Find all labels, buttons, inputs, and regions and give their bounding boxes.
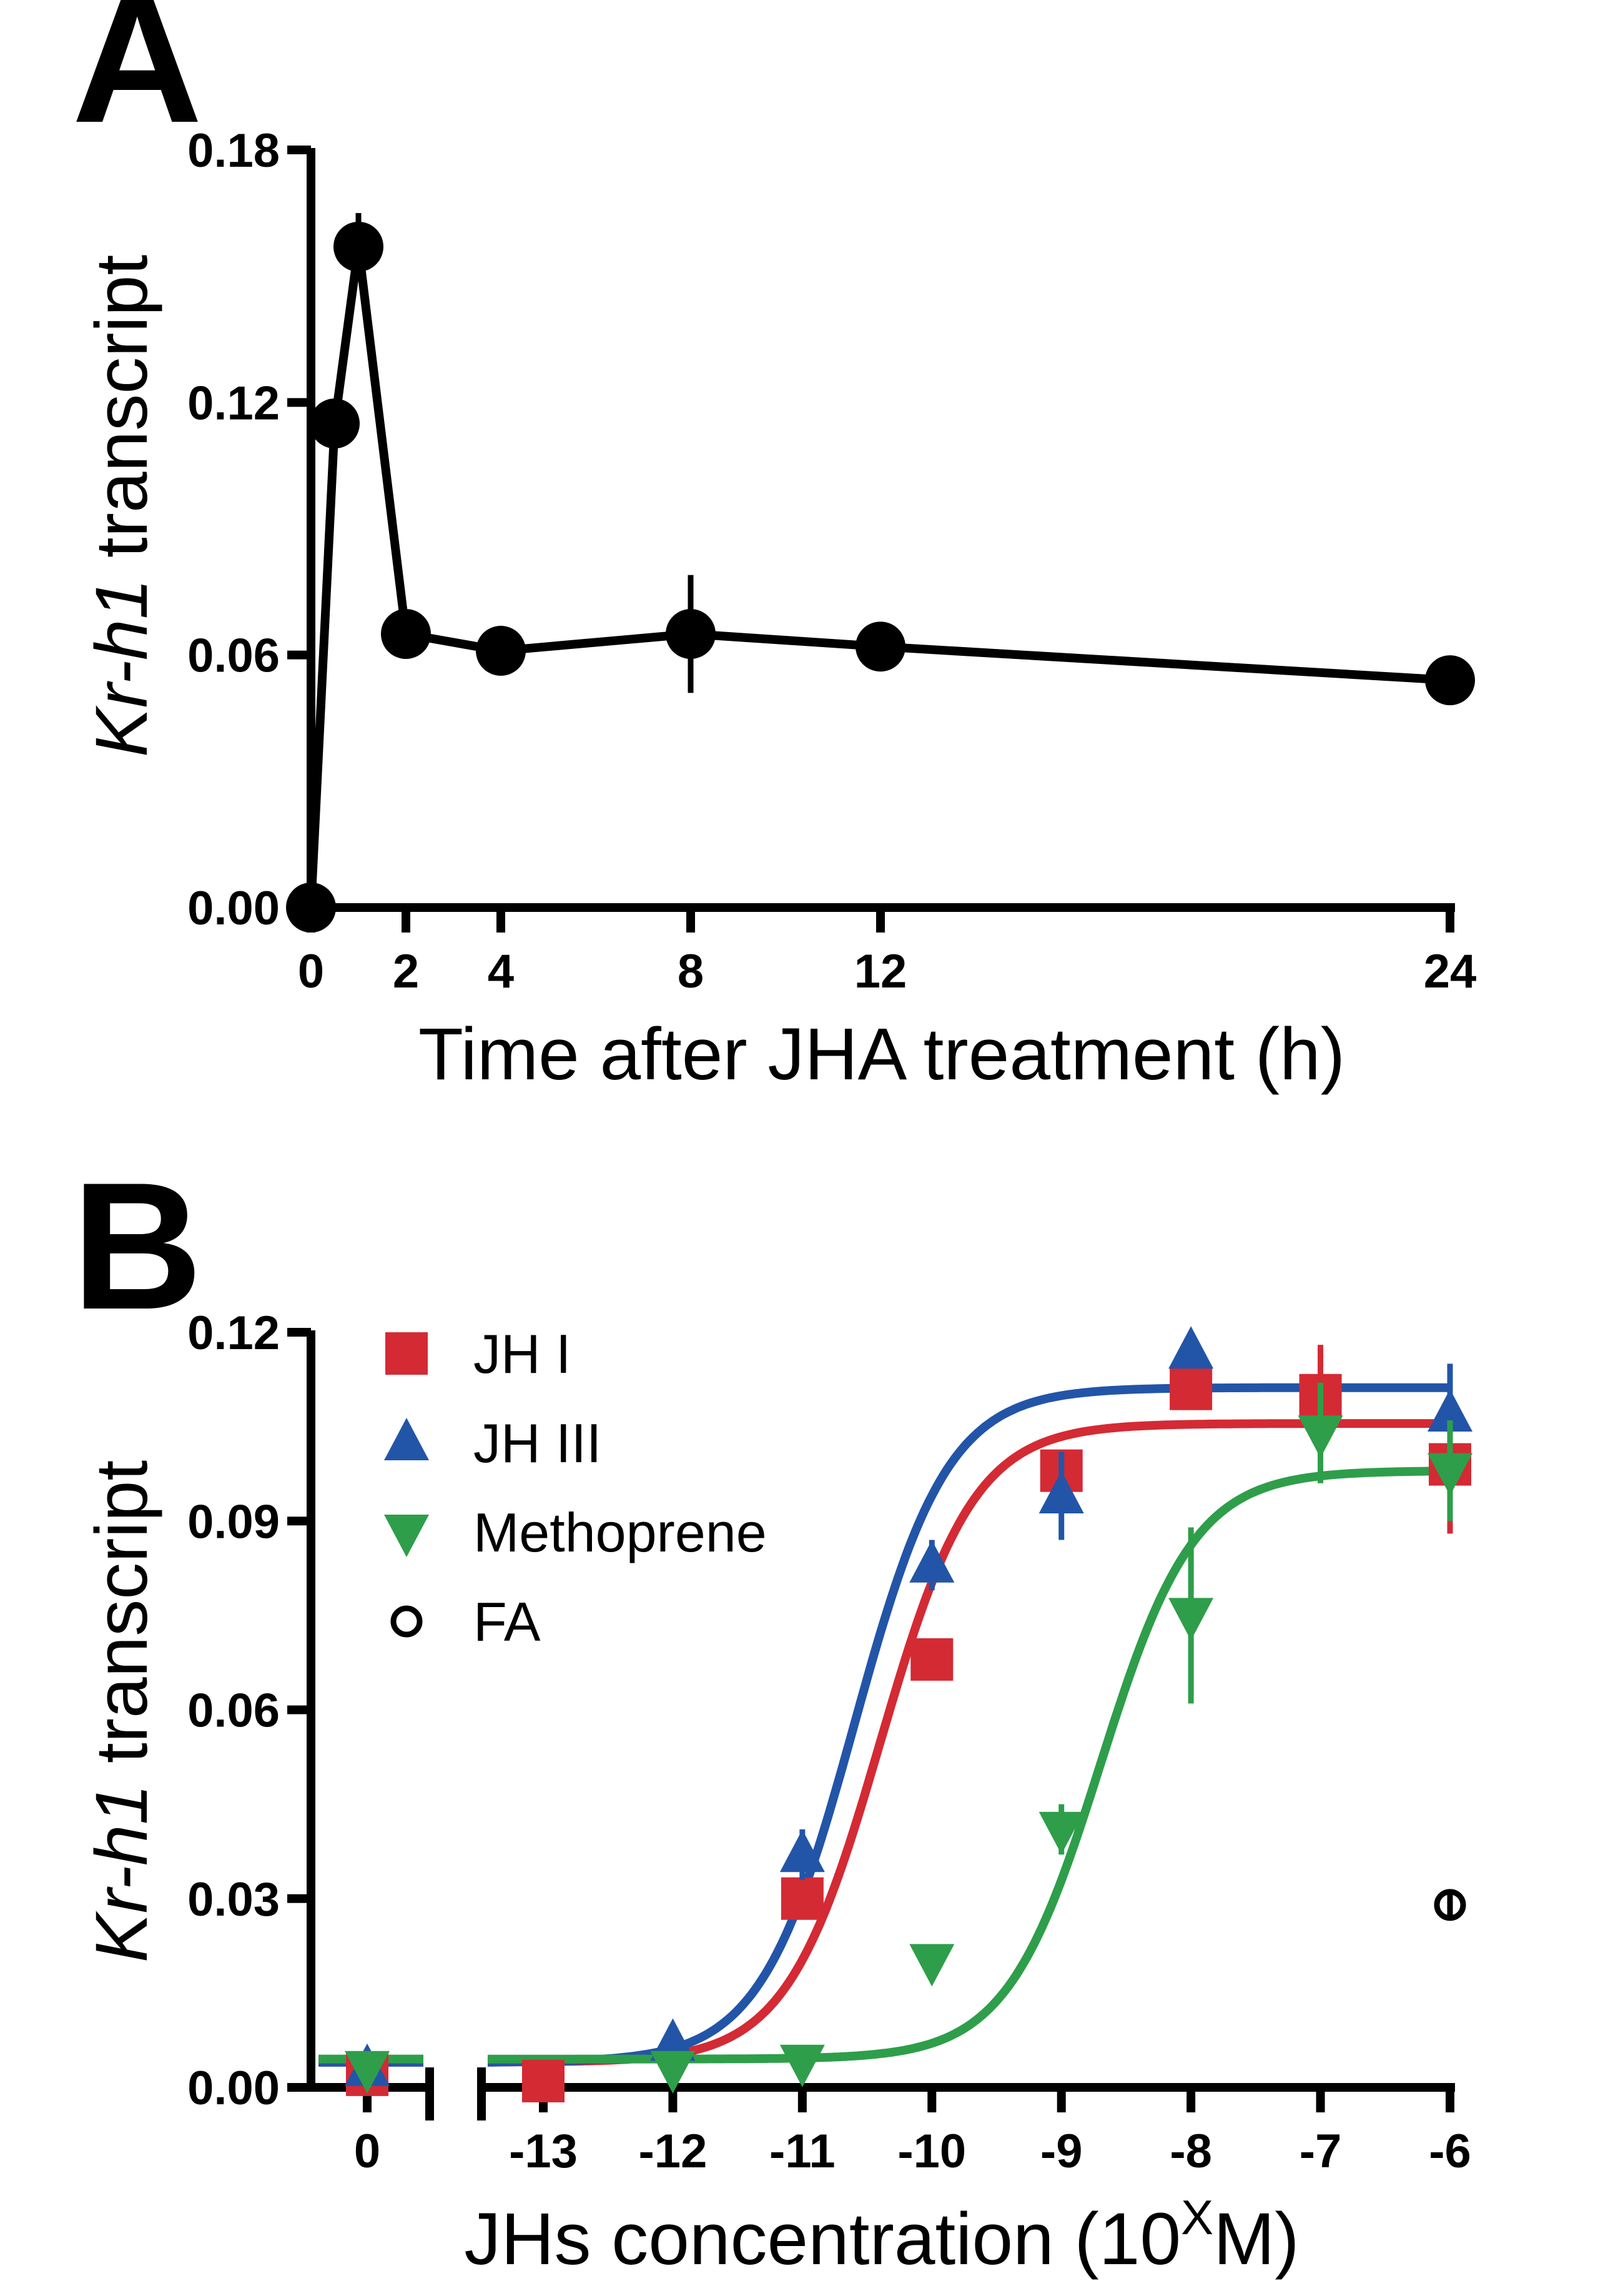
panel-b-data-point	[1170, 1367, 1213, 1410]
panel-a-x-tick-label: 0	[298, 945, 324, 998]
panel-b-y-tick-label: 0.09	[187, 1495, 280, 1548]
panel-a-x-tick-label: 24	[1424, 945, 1477, 998]
panel-a-y-axis-label-italic: Kr-h1	[81, 578, 163, 757]
panel-b-data-point	[650, 2051, 696, 2094]
panel-a-y-tick-label: 0.18	[187, 124, 280, 177]
panel-b-x-tick-label: -9	[1040, 2125, 1083, 2178]
panel-b-data-point	[1298, 1415, 1343, 1458]
panel-b-data-point	[909, 1944, 955, 1987]
legend-label: Methoprene	[473, 1502, 767, 1563]
panel-b-fit-curve	[487, 1419, 1450, 2067]
panel-a-data-point	[666, 608, 716, 659]
panel-a-y-tick-label: 0.12	[187, 377, 280, 430]
panel-b-chart: 0.00 0.03 0.06 0.09 0.12 0 -13 -12 -11 -10 -9 -8 -7…	[81, 1307, 1472, 2280]
panel-b-y-tick-label: 0.03	[187, 1873, 280, 1926]
panel-a-data-point	[856, 621, 905, 672]
panel-a-data-point	[310, 398, 360, 449]
legend-label: FA	[473, 1591, 541, 1653]
panel-b-data-point	[909, 1540, 955, 1583]
panel-b-zero-tick-label: 0	[354, 2125, 380, 2178]
panel-a-y-tick-label: 0.06	[187, 630, 280, 683]
panel-a-data-point	[476, 625, 526, 676]
panel-b-y-tick-label: 0.00	[187, 2062, 280, 2115]
panel-a-y-tick-label: 0.00	[187, 882, 280, 935]
panel-a-x-axis-label: Time after JHA treatment (h)	[418, 1013, 1345, 1096]
legend-marker	[385, 1332, 428, 1375]
panel-b-y-axis-label-rest: transcript	[81, 1460, 163, 1784]
panel-b-x-tick-label: -10	[897, 2125, 966, 2178]
panel-b-y-tick-label: 0.06	[187, 1685, 280, 1738]
panel-a-data-point	[1425, 655, 1475, 706]
panel-b-x-tick-label: -11	[769, 2125, 836, 2178]
panel-b-data-point	[1168, 1326, 1214, 1369]
panel-b-y-tick-label: 0.12	[187, 1307, 280, 1360]
panel-b-x-axis-label: JHs concentration (10XM)	[464, 2190, 1299, 2280]
panel-b-data-point	[650, 2018, 696, 2061]
panel-b-data-point	[781, 1877, 824, 1920]
panel-b-data-point	[1038, 1811, 1084, 1854]
panel-b-x-tick-label: -8	[1170, 2125, 1212, 2178]
panel-b-y-axis-label: Kr-h1 transcript	[81, 1460, 163, 1962]
panel-a-x-tick-label: 8	[678, 945, 704, 998]
panel-b-x-tick-label: -12	[639, 2125, 708, 2178]
legend-marker	[384, 1418, 429, 1460]
panel-b-x-tick-label: -6	[1429, 2125, 1471, 2178]
panel-a-x-tick-label: 12	[854, 945, 907, 998]
panel-a-data-point	[381, 608, 431, 659]
legend-marker	[390, 1605, 423, 1638]
panel-a-letter: A	[72, 0, 202, 161]
panel-a-y-axis-label-rest: transcript	[81, 255, 163, 578]
panel-a-chart: 0.000.060.120.18 0 2 4 8 12 24 Time after JHA…	[81, 124, 1476, 1096]
panel-a-data-point	[333, 221, 383, 272]
panel-b-letter: B	[72, 1145, 202, 1347]
panel-a-data-point	[286, 883, 336, 933]
panel-b-x-tick-label: -13	[509, 2125, 578, 2178]
panel-a-x-tick-label: 4	[488, 945, 514, 998]
panel-b-data-point	[1434, 1889, 1466, 1921]
panel-a-x-tick-label: 2	[393, 945, 419, 998]
panel-b-data-point	[779, 2044, 825, 2087]
panel-b-fit-curve	[487, 1383, 1450, 2067]
panel-b-data-point	[1038, 1470, 1084, 1513]
legend-label: JH I	[473, 1323, 571, 1385]
panel-a-series-line	[307, 242, 1451, 908]
legend-label: JH III	[473, 1412, 601, 1474]
panel-b-y-axis-label-italic: Kr-h1	[81, 1784, 163, 1962]
panel-b-x-tick-label: -7	[1300, 2125, 1342, 2178]
panel-b-zero-point	[345, 2051, 390, 2094]
panel-b-data-point	[1428, 1388, 1472, 1432]
panel-b-data-point	[1428, 1453, 1472, 1496]
panel-b-data-point	[779, 1829, 825, 1873]
panel-b-data-point	[910, 1638, 954, 1681]
panel-b-legend: JH I JH III Methoprene FA	[384, 1323, 767, 1653]
panel-b-data-point	[522, 2059, 565, 2102]
panel-a-y-axis-label: Kr-h1 transcript	[81, 255, 163, 757]
legend-marker	[384, 1515, 429, 1557]
panel-b-data-point	[1168, 1598, 1214, 1641]
